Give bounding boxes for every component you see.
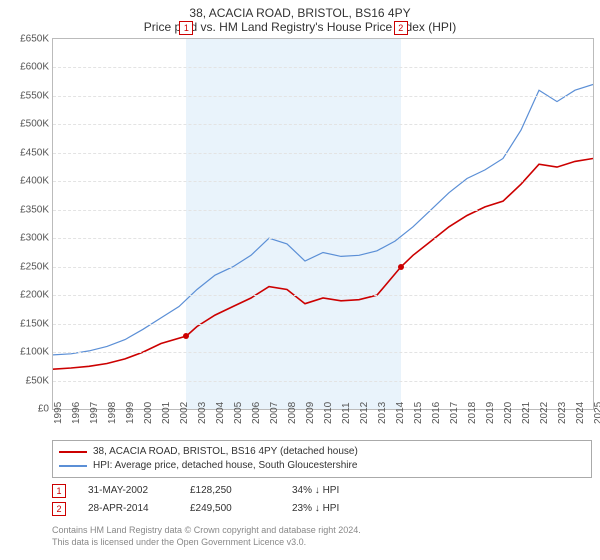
chart-marker-icon: 2	[394, 21, 408, 35]
sale-date: 31-MAY-2002	[88, 482, 168, 500]
x-tick: 2012	[359, 402, 370, 424]
x-tick: 2007	[269, 402, 280, 424]
y-tick: £550K	[9, 90, 49, 101]
x-tick: 2022	[539, 402, 550, 424]
legend-item-hpi: HPI: Average price, detached house, Sout…	[59, 459, 585, 473]
sale-price: £128,250	[190, 482, 270, 500]
chart-subtitle: Price paid vs. HM Land Registry's House …	[10, 20, 590, 34]
legend-swatch	[59, 451, 87, 453]
x-tick: 2019	[485, 402, 496, 424]
x-tick: 1997	[89, 402, 100, 424]
legend-item-property: 38, ACACIA ROAD, BRISTOL, BS16 4PY (deta…	[59, 445, 585, 459]
sale-point	[183, 333, 189, 339]
x-tick: 2009	[305, 402, 316, 424]
x-tick: 2002	[179, 402, 190, 424]
x-tick: 2005	[233, 402, 244, 424]
legend-swatch	[59, 465, 87, 467]
x-tick: 1995	[53, 402, 64, 424]
chart-marker-icon: 1	[179, 21, 193, 35]
y-tick: £250K	[9, 261, 49, 272]
y-tick: £150K	[9, 318, 49, 329]
x-tick: 2023	[557, 402, 568, 424]
y-tick: £0	[9, 404, 49, 415]
x-tick: 1999	[125, 402, 136, 424]
sale-row: 1 31-MAY-2002 £128,250 34% ↓ HPI	[52, 482, 592, 500]
y-tick: £300K	[9, 233, 49, 244]
x-tick: 1998	[107, 402, 118, 424]
x-tick: 2015	[413, 402, 424, 424]
x-tick: 1996	[71, 402, 82, 424]
sale-marker-icon: 1	[52, 484, 66, 498]
y-tick: £400K	[9, 176, 49, 187]
x-tick: 2006	[251, 402, 262, 424]
y-tick: £350K	[9, 204, 49, 215]
footer: Contains HM Land Registry data © Crown c…	[52, 524, 592, 548]
chart-lines	[53, 39, 593, 409]
y-tick: £500K	[9, 119, 49, 130]
x-tick: 2025	[593, 402, 600, 424]
series-property	[53, 159, 593, 370]
x-tick: 2021	[521, 402, 532, 424]
sale-delta: 34% ↓ HPI	[292, 482, 372, 500]
y-tick: £100K	[9, 347, 49, 358]
y-tick: £650K	[9, 34, 49, 45]
sale-date: 28-APR-2014	[88, 500, 168, 518]
legend: 38, ACACIA ROAD, BRISTOL, BS16 4PY (deta…	[52, 440, 592, 478]
x-tick: 2011	[341, 402, 352, 424]
y-tick: £600K	[9, 62, 49, 73]
x-tick: 2020	[503, 402, 514, 424]
sale-price: £249,500	[190, 500, 270, 518]
x-tick: 2008	[287, 402, 298, 424]
x-tick: 2004	[215, 402, 226, 424]
chart-title: 38, ACACIA ROAD, BRISTOL, BS16 4PY	[10, 6, 590, 20]
sale-marker-icon: 2	[52, 502, 66, 516]
x-tick: 2014	[395, 402, 406, 424]
x-tick: 2018	[467, 402, 478, 424]
x-tick: 2010	[323, 402, 334, 424]
x-tick: 2013	[377, 402, 388, 424]
price-chart: £0£50K£100K£150K£200K£250K£300K£350K£400…	[52, 38, 594, 410]
sale-point	[398, 264, 404, 270]
sale-delta: 23% ↓ HPI	[292, 500, 372, 518]
legend-label: HPI: Average price, detached house, Sout…	[93, 459, 357, 473]
footer-line: Contains HM Land Registry data © Crown c…	[52, 524, 592, 536]
x-tick: 2000	[143, 402, 154, 424]
legend-label: 38, ACACIA ROAD, BRISTOL, BS16 4PY (deta…	[93, 445, 358, 459]
y-tick: £450K	[9, 147, 49, 158]
y-tick: £200K	[9, 290, 49, 301]
x-tick: 2017	[449, 402, 460, 424]
x-tick: 2024	[575, 402, 586, 424]
x-tick: 2001	[161, 402, 172, 424]
x-tick: 2016	[431, 402, 442, 424]
footer-line: This data is licensed under the Open Gov…	[52, 536, 592, 548]
x-tick: 2003	[197, 402, 208, 424]
y-tick: £50K	[9, 375, 49, 386]
sales-table: 1 31-MAY-2002 £128,250 34% ↓ HPI 2 28-AP…	[52, 482, 592, 518]
sale-row: 2 28-APR-2014 £249,500 23% ↓ HPI	[52, 500, 592, 518]
